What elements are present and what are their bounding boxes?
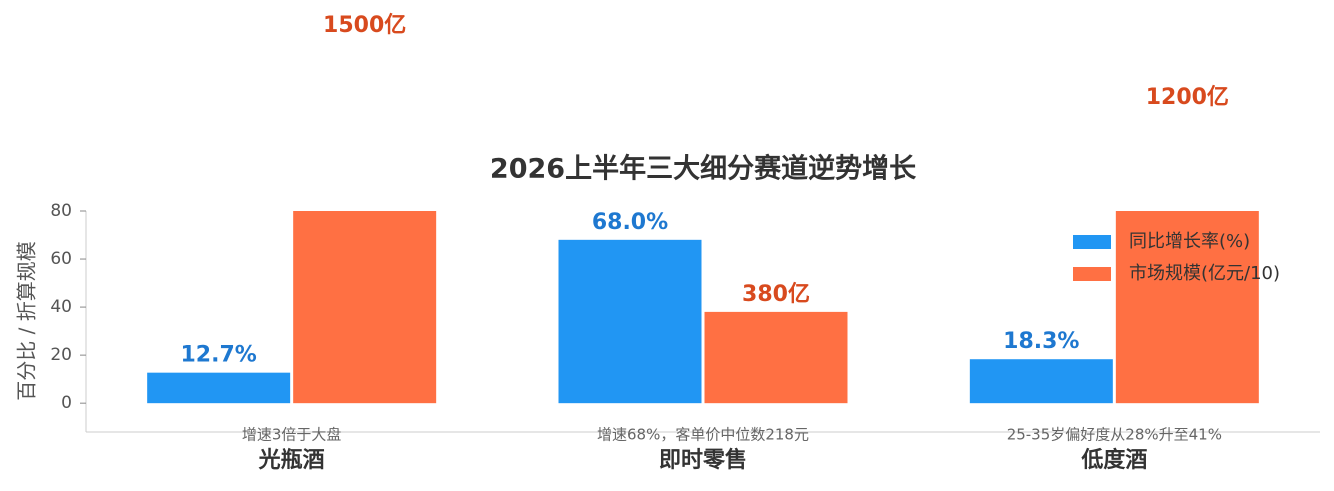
x-tick-label: 即时零售 [659, 447, 747, 473]
value-label: 12.7% [181, 343, 257, 368]
x-tick-label: 低度酒 [1080, 447, 1147, 473]
legend-swatch [1073, 267, 1111, 281]
annotation: 增速68%，客单价中位数218元 [597, 426, 809, 444]
y-tick-label: 0 [61, 393, 72, 413]
bar [1115, 211, 1259, 404]
value-label: 18.3% [1003, 329, 1079, 354]
legend-label: 同比增长率(%) [1129, 231, 1250, 252]
annotation: 增速3倍于大盘 [242, 426, 342, 444]
annotation: 25-35岁偏好度从28%升至41% [1007, 426, 1222, 444]
value-label: 68.0% [592, 210, 668, 235]
bar [293, 211, 437, 404]
value-label: 1200亿 [1146, 85, 1229, 110]
legend-label: 市场规模(亿元/10) [1129, 263, 1280, 284]
y-tick-label: 40 [50, 297, 72, 317]
bar [704, 311, 848, 404]
y-tick-label: 20 [50, 345, 72, 365]
y-axis-label: 百分比 / 折算规模 [15, 241, 39, 400]
y-tick-label: 60 [50, 249, 72, 269]
y-tick-label: 80 [50, 201, 72, 221]
bar [558, 239, 702, 404]
legend-swatch [1073, 235, 1111, 249]
value-label: 1500亿 [323, 13, 406, 38]
x-tick-label: 光瓶酒 [258, 448, 325, 473]
chart-title: 2026上半年三大细分赛道逆势增长 [490, 153, 917, 185]
bar [147, 372, 291, 404]
plot-area [147, 211, 1259, 404]
value-label: 380亿 [742, 282, 810, 307]
bar [969, 359, 1113, 404]
